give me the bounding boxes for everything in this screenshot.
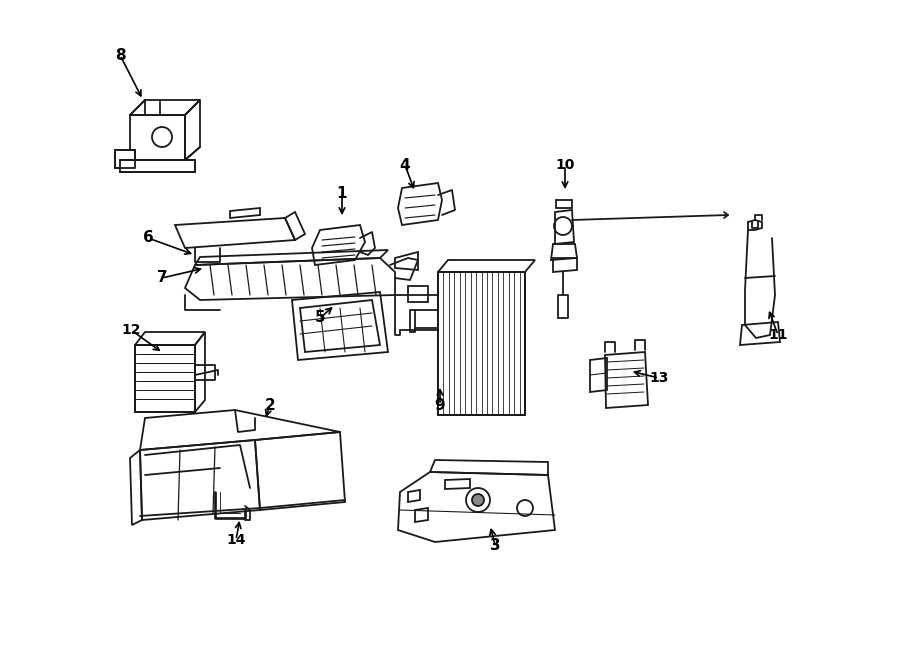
Text: 8: 8 <box>114 48 125 63</box>
Text: 10: 10 <box>555 158 575 172</box>
Circle shape <box>472 494 484 506</box>
Text: 9: 9 <box>435 397 446 412</box>
Text: 13: 13 <box>649 371 669 385</box>
Text: 5: 5 <box>315 311 325 325</box>
Polygon shape <box>115 150 135 168</box>
Text: 4: 4 <box>400 157 410 173</box>
Text: 14: 14 <box>226 533 246 547</box>
Text: 1: 1 <box>337 186 347 200</box>
Polygon shape <box>120 160 195 172</box>
Text: 7: 7 <box>157 270 167 286</box>
Text: 6: 6 <box>142 231 153 245</box>
Polygon shape <box>135 345 195 412</box>
Text: 2: 2 <box>265 397 275 412</box>
Text: 11: 11 <box>769 328 788 342</box>
Polygon shape <box>438 272 525 415</box>
Text: 12: 12 <box>122 323 140 337</box>
Polygon shape <box>130 115 185 160</box>
Text: 3: 3 <box>490 537 500 553</box>
